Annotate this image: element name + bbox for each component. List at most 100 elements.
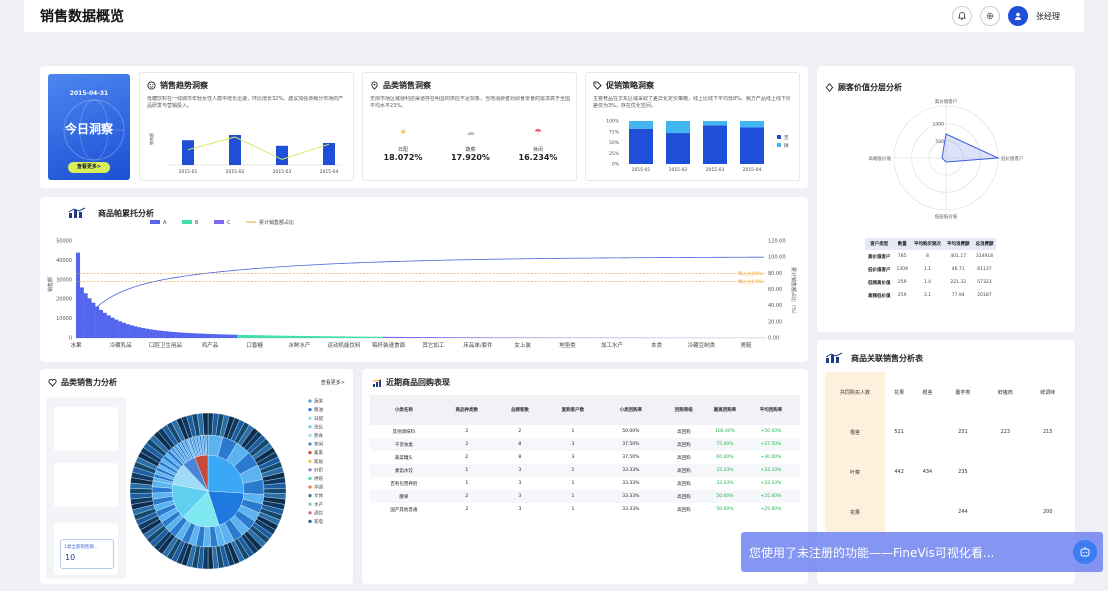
sunburst-outer-segment <box>263 488 287 494</box>
user-name[interactable]: 张经理 <box>1036 11 1060 21</box>
association-header: 共同购买人数 花果 根茎 薯芋类 鲜猪肉 鲜调味 <box>825 372 1069 412</box>
pareto-bar <box>122 322 127 338</box>
pareto-bar <box>244 335 249 338</box>
pareto-bar <box>164 331 169 338</box>
pareto-x-tick: 运动机能饮料 <box>327 341 361 349</box>
pareto-y-tick: 40000 <box>56 258 72 264</box>
pareto-bar <box>187 333 192 338</box>
robot-icon[interactable] <box>1073 540 1097 564</box>
pareto-bar <box>283 335 288 338</box>
pareto-bar <box>160 330 165 338</box>
gear-icon[interactable] <box>980 6 1000 26</box>
pareto-bar <box>390 336 395 338</box>
pareto-bar <box>451 337 456 338</box>
today-more-button[interactable]: 查看更多> <box>68 162 110 173</box>
promo-x-tick: 2015-04 <box>743 167 762 173</box>
pareto-bar <box>455 337 460 338</box>
kpi-box[interactable]: 1类全部销售额... 10 <box>60 539 114 569</box>
trend-bar <box>182 140 194 165</box>
bell-icon[interactable] <box>952 6 972 26</box>
sunburst-legend-swatch <box>308 416 312 420</box>
pareto-bar <box>168 331 173 338</box>
pareto-y2-tick: 20.00 <box>768 319 782 325</box>
pareto-chart: A B C 累计销售额占比 50000 40000 30000 20000 10000 0 120.… <box>47 219 797 349</box>
pareto-bar <box>302 335 307 338</box>
sunburst-legend-label: 烘焙 <box>314 475 323 482</box>
top-bar: 销售数据概览 张经理 <box>24 0 1084 32</box>
pareto-ref-label: 累计占比70% <box>738 278 763 284</box>
pareto-bar <box>179 332 184 338</box>
pareto-y2-tick: 40.00 <box>768 303 782 309</box>
category-title: 品类销售洞察 <box>383 81 431 90</box>
promo-legend-swatch <box>777 135 781 139</box>
radar-shape <box>941 133 1000 163</box>
sunburst-legend-label: 针织 <box>314 466 323 473</box>
pareto-bar <box>470 337 475 338</box>
radar-label: 低价值客户 <box>1001 155 1024 162</box>
avatar[interactable] <box>1008 6 1028 26</box>
pareto-bar <box>378 336 383 338</box>
pareto-bar <box>344 336 349 338</box>
pareto-bar <box>490 337 495 338</box>
repurchase-table-header: 小类名称 商品种类数 总顾客数 复购客户数 小类回购率 回购等级 最高回购率 平… <box>370 395 800 425</box>
power-side-panel: 1类全部销售额... 10 <box>46 397 126 579</box>
pareto-bar <box>129 325 134 338</box>
promo-desc: 主要竞品在华东区域采取了差异化定价策略，线上比线下平均低8%。我方产品线上线下价… <box>593 96 791 109</box>
pareto-bar <box>459 337 464 338</box>
promo-x-tick: 2015-02 <box>669 167 688 173</box>
promo-y-tick: 25% <box>609 151 620 157</box>
pareto-bar <box>501 337 506 338</box>
smile-icon <box>147 81 156 90</box>
table-row: 花果 244 200 <box>825 492 1069 532</box>
pareto-bar <box>398 336 403 338</box>
pareto-bar <box>79 287 84 338</box>
pareto-x-tick: 冰鲜水产 <box>288 341 311 349</box>
pareto-bar <box>294 335 299 338</box>
pareto-bar <box>509 337 514 338</box>
location-icon <box>371 81 378 90</box>
pareto-x-tick: 水果 <box>70 341 82 349</box>
kpi-placeholder <box>54 463 118 507</box>
promo-x-tick: 2015-01 <box>632 167 651 173</box>
trend-title: 销售趋势洞察 <box>160 81 208 90</box>
category-item: ☂ 休闲 16.234% <box>508 128 568 162</box>
pareto-legend-label: 累计销售额占比 <box>259 219 294 226</box>
kpi-label: 1类全部销售额... <box>64 545 99 550</box>
pareto-bar <box>141 328 146 338</box>
pareto-legend-swatch <box>182 220 192 224</box>
sunburst-legend-label: 日配 <box>314 416 323 422</box>
pareto-y2-tick: 100.00 <box>768 255 786 261</box>
sunburst-legend-label: 酒饮 <box>314 509 323 516</box>
sunburst-legend-swatch <box>308 442 312 446</box>
category-item: ☁ 蔬菜 17.920% <box>441 128 501 162</box>
promo-bar-segment <box>740 127 764 164</box>
sunburst-legend-swatch <box>308 468 312 472</box>
pareto-bar <box>432 337 437 338</box>
pareto-bar <box>252 335 257 338</box>
pareto-bar <box>286 335 291 338</box>
pareto-bar <box>171 331 176 338</box>
power-more-link[interactable]: 查看更多> <box>320 380 345 386</box>
category-desc: 无限市场区域便利店渠道存在明显的供应不足现象，当地消费者对即食零食的需求高于全国… <box>370 96 570 109</box>
pareto-bar <box>87 298 92 338</box>
pareto-bar <box>405 336 410 338</box>
table-row: 低频高价值 259 1.4 221.32 57323 <box>868 280 992 286</box>
pareto-bar <box>133 326 138 338</box>
sunburst-legend-swatch <box>308 502 312 506</box>
pareto-bar <box>336 336 341 338</box>
promo-y-tick: 0% <box>612 162 620 168</box>
table-row: 干货食类 2 8 3 37.50% 高回购 75.00% +37.50% <box>370 438 800 451</box>
table-row: 其他调味料 2 2 1 50.00% 高回购 100.00% +50.00% <box>392 429 782 435</box>
pareto-legend-label: C <box>227 220 231 226</box>
pareto-bar <box>290 335 295 338</box>
association-title: 商品关联销售分析表 <box>851 353 923 363</box>
sunburst-legend-swatch <box>308 433 312 437</box>
pareto-bar <box>240 334 245 338</box>
watermark-banner[interactable]: 您使用了未注册的功能——FineVis可视化看... <box>741 532 1103 572</box>
sunburst-legend-label: 粮油 <box>314 406 323 413</box>
radar-label: 低层低价值 <box>935 213 958 220</box>
heart-icon <box>48 378 57 387</box>
pareto-bar <box>233 334 238 338</box>
pareto-bar <box>191 333 196 338</box>
pareto-bar <box>424 337 429 338</box>
